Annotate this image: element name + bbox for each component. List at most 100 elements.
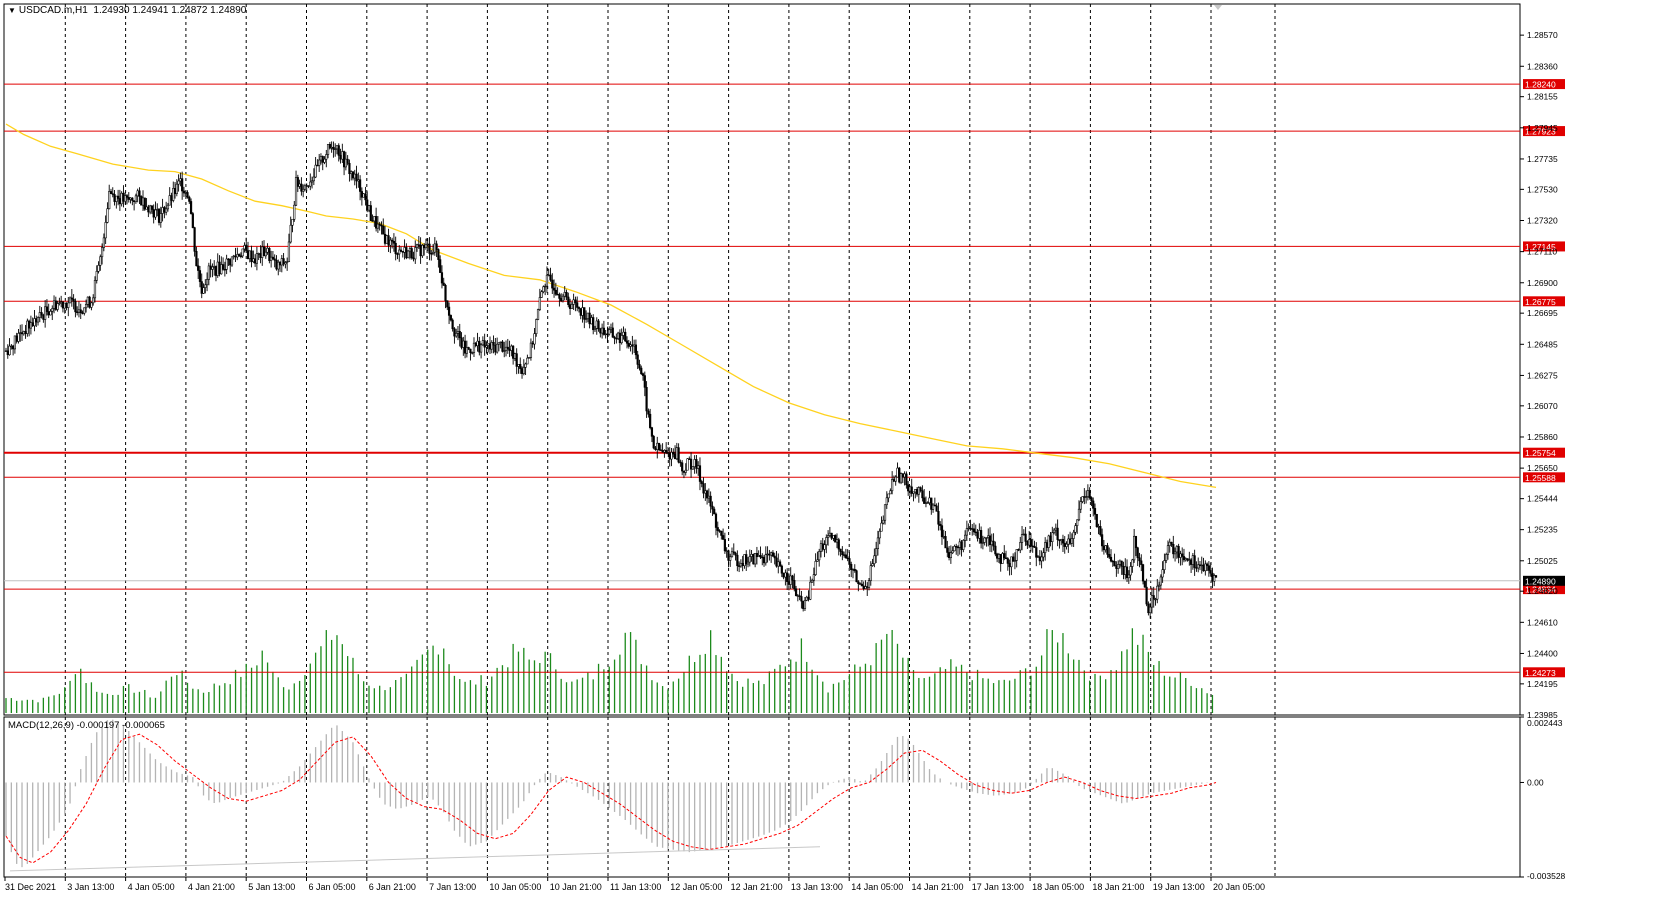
candle-body	[261, 246, 264, 258]
candle-body	[725, 550, 728, 552]
candle-body	[512, 345, 515, 359]
candle-body	[140, 196, 143, 206]
candle-body	[1127, 574, 1130, 579]
candle-body	[1152, 595, 1155, 600]
candle-body	[1108, 554, 1111, 558]
candle-body	[581, 307, 584, 316]
candle-body	[161, 207, 164, 214]
candle-body	[325, 154, 328, 160]
candle-body	[668, 453, 671, 460]
candle-body	[478, 340, 481, 353]
candle-body	[1202, 564, 1205, 572]
candle-body	[791, 575, 794, 581]
candle-body	[312, 176, 315, 182]
candle-body	[949, 552, 952, 559]
candle-body	[894, 476, 897, 482]
candle-body	[714, 513, 718, 528]
candle-body	[1060, 539, 1063, 542]
candle-body	[942, 536, 945, 538]
candle-body	[458, 331, 461, 339]
candle-body	[899, 473, 903, 483]
candle-body	[851, 568, 855, 571]
candle-body	[165, 208, 168, 213]
time-label: 7 Jan 13:00	[429, 882, 476, 892]
candle-body	[1003, 553, 1006, 559]
candle-body	[97, 265, 100, 272]
candle-body	[1040, 556, 1043, 562]
candle-body	[999, 554, 1002, 564]
candle-body	[248, 250, 251, 259]
price-tick-label: 1.27735	[1527, 154, 1558, 164]
candle-body	[800, 596, 803, 602]
candle-body	[344, 158, 347, 168]
candle-body	[1104, 545, 1107, 551]
candle-body	[314, 164, 317, 178]
candle-body	[467, 347, 470, 350]
candle-body	[914, 489, 917, 493]
candle-body	[809, 581, 812, 600]
candle-body	[280, 258, 283, 266]
candle-body	[382, 225, 385, 235]
collapse-arrow-icon[interactable]: ▼	[8, 6, 16, 15]
candle-body	[746, 561, 750, 565]
candle-body	[766, 553, 769, 556]
candle-body	[810, 579, 814, 583]
candle-body	[770, 552, 773, 556]
candle-body	[289, 224, 292, 243]
candle-body	[670, 452, 673, 460]
candle-body	[391, 239, 394, 242]
candle-body	[536, 309, 540, 320]
candle-body	[65, 302, 68, 308]
candle-body	[266, 247, 269, 253]
candle-body	[526, 357, 529, 365]
candle-body	[271, 256, 275, 260]
candle-body	[31, 322, 34, 327]
price-tick-label: 1.25235	[1527, 525, 1558, 535]
candle-body	[61, 301, 65, 309]
candle-body	[867, 580, 871, 588]
candle-body	[711, 505, 714, 510]
candle-body	[707, 495, 710, 499]
candle-body	[905, 473, 908, 486]
candle-body	[730, 551, 734, 558]
price-tick-label: 1.27945	[1527, 123, 1558, 133]
candle-body	[1079, 501, 1082, 510]
candle-body	[828, 532, 831, 536]
candle-body	[720, 530, 723, 536]
candle-body	[1211, 572, 1214, 582]
candle-body	[732, 551, 735, 554]
candle-body	[6, 350, 9, 356]
candle-body	[990, 540, 993, 546]
candle-body	[681, 462, 684, 472]
candle-body	[230, 256, 234, 266]
candle-body	[134, 195, 137, 203]
level-price-label: 1.27145	[1525, 242, 1556, 252]
candle-body	[407, 250, 410, 259]
candle-body	[625, 340, 629, 344]
candle-body	[722, 535, 725, 540]
candle-body	[695, 459, 698, 469]
candle-body	[853, 568, 856, 571]
candle-body	[857, 581, 860, 584]
candle-body	[987, 535, 990, 538]
candle-body	[1008, 563, 1011, 568]
candle-body	[1161, 569, 1164, 578]
candle-body	[1111, 560, 1114, 563]
time-label: 4 Jan 05:00	[128, 882, 175, 892]
candle-body	[611, 327, 614, 338]
candle-body	[958, 541, 961, 548]
candle-body	[100, 247, 104, 258]
price-tick-label: 1.26695	[1527, 308, 1558, 318]
macd-title: MACD(12,26,9) -0.000197 -0.000065	[8, 720, 165, 731]
candle-body	[38, 312, 41, 318]
candle-body	[1131, 559, 1134, 567]
candle-body	[1067, 538, 1070, 545]
candle-body	[1143, 580, 1146, 588]
candle-body	[1133, 535, 1136, 561]
candle-body	[1099, 526, 1102, 535]
candle-body	[181, 178, 184, 192]
candle-body	[1182, 556, 1186, 561]
candle-body	[465, 347, 468, 354]
candle-body	[227, 258, 230, 261]
